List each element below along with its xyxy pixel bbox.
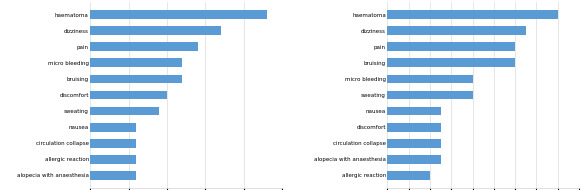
Bar — [90, 155, 136, 164]
Bar — [90, 26, 221, 35]
Bar — [388, 123, 441, 131]
Bar — [90, 42, 197, 51]
Bar — [388, 10, 558, 19]
Bar — [388, 26, 526, 35]
Bar — [388, 74, 473, 83]
Bar — [90, 91, 167, 99]
Bar — [388, 42, 515, 51]
Bar — [388, 107, 441, 116]
Bar — [388, 139, 441, 148]
Bar — [90, 123, 136, 131]
Bar — [90, 139, 136, 148]
Bar — [90, 74, 182, 83]
Bar — [90, 10, 267, 19]
Bar — [388, 171, 430, 180]
Bar — [90, 59, 182, 67]
Bar — [90, 171, 136, 180]
Bar — [388, 155, 441, 164]
Bar — [388, 59, 515, 67]
Bar — [90, 107, 159, 116]
Bar — [388, 91, 473, 99]
